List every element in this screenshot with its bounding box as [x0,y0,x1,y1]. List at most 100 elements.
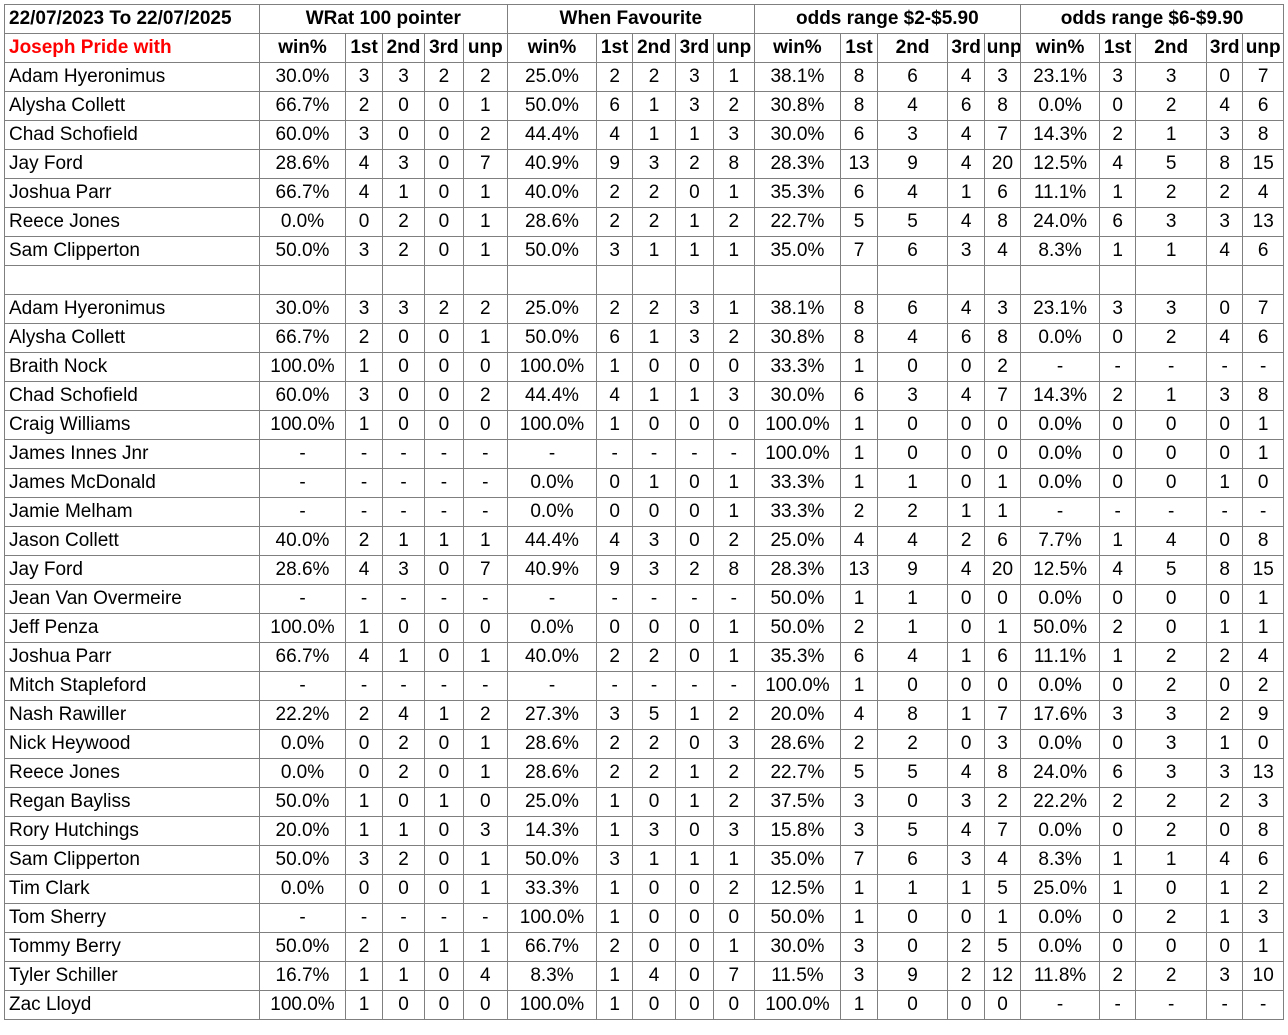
stat-cell[interactable]: 2 [1242,671,1284,701]
stat-cell[interactable]: 6 [1098,758,1137,788]
stat-cell[interactable]: 3 [345,294,383,324]
stat-cell[interactable]: 3 [595,700,634,730]
stat-cell[interactable]: 1 [840,874,878,904]
stat-cell[interactable]: 2 [595,729,634,759]
empty-cell[interactable] [507,265,597,295]
stat-cell[interactable]: 4 [840,700,878,730]
stat-cell[interactable]: 4 [876,91,949,121]
stat-cell[interactable]: 2 [713,874,755,904]
stat-cell[interactable]: 50.0% [258,845,347,875]
jockey-name-cell[interactable]: Zac Lloyd [4,990,260,1020]
stat-cell[interactable]: 8 [840,62,878,92]
stat-cell[interactable]: 1 [595,990,634,1020]
stat-cell[interactable]: 4 [1242,642,1284,672]
stat-cell[interactable]: 8 [876,700,949,730]
stat-cell[interactable]: 2 [876,729,949,759]
stat-cell[interactable]: - [345,903,383,933]
stat-cell[interactable]: 1 [876,468,949,498]
stat-cell[interactable]: 13 [1242,207,1284,237]
stat-cell[interactable]: 24.0% [1020,758,1100,788]
jockey-name-cell[interactable]: Jay Ford [4,149,260,179]
jockey-name-cell[interactable]: James McDonald [4,468,260,498]
stat-cell[interactable]: 0 [876,410,949,440]
stat-cell[interactable]: 100.0% [753,439,842,469]
stat-cell[interactable]: 0 [947,613,985,643]
stat-cell[interactable]: 0 [424,120,464,150]
stat-cell[interactable]: 0 [345,758,383,788]
stat-cell[interactable]: 20.0% [753,700,842,730]
stat-cell[interactable]: 3 [840,816,878,846]
stat-cell[interactable]: 4 [381,700,426,730]
stat-cell[interactable]: 8 [983,323,1022,353]
stat-cell[interactable]: 1 [462,758,509,788]
stat-cell[interactable]: 28.6% [753,729,842,759]
stat-cell[interactable]: 4 [595,526,634,556]
stat-cell[interactable]: - [462,671,509,701]
stat-cell[interactable]: 100.0% [507,352,597,382]
stat-cell[interactable]: 3 [947,236,985,266]
stat-cell[interactable]: 1 [424,526,464,556]
jockey-name-cell[interactable]: Nick Heywood [4,729,260,759]
stat-cell[interactable]: 2 [595,642,634,672]
col-header-2nd[interactable]: 2nd [381,33,426,63]
col-header-3rd[interactable]: 3rd [947,33,985,63]
stat-cell[interactable]: 1 [674,787,715,817]
stat-cell[interactable]: 13 [1242,758,1284,788]
stat-cell[interactable]: - [424,439,464,469]
empty-cell[interactable] [753,265,842,295]
stat-cell[interactable]: 1 [462,729,509,759]
stat-cell[interactable]: 50.0% [753,903,842,933]
stat-cell[interactable]: 2 [345,91,383,121]
stat-cell[interactable]: 4 [947,207,985,237]
stat-cell[interactable]: 1 [674,381,715,411]
stat-cell[interactable]: 0 [674,990,715,1020]
stat-cell[interactable]: 0 [632,787,676,817]
stat-cell[interactable]: 2 [947,961,985,991]
stat-cell[interactable]: 22.7% [753,758,842,788]
empty-cell[interactable] [595,265,634,295]
stat-cell[interactable]: 4 [595,381,634,411]
stat-cell[interactable]: 0 [674,468,715,498]
stat-cell[interactable]: 24.0% [1020,207,1100,237]
empty-cell[interactable] [840,265,878,295]
stat-cell[interactable]: 2 [381,729,426,759]
stat-cell[interactable]: 25.0% [507,294,597,324]
stat-cell[interactable]: 4 [1206,845,1244,875]
jockey-name-cell[interactable]: Reece Jones [4,758,260,788]
stat-cell[interactable]: 0 [632,410,676,440]
stat-cell[interactable]: 0 [947,903,985,933]
stat-cell[interactable]: 4 [876,526,949,556]
stat-cell[interactable]: - [424,671,464,701]
stat-cell[interactable]: 2 [674,555,715,585]
stat-cell[interactable]: 4 [876,323,949,353]
stat-cell[interactable]: 14.3% [1020,120,1100,150]
stat-cell[interactable]: 9 [876,961,949,991]
stat-cell[interactable]: 1 [462,323,509,353]
stat-cell[interactable]: 1 [345,410,383,440]
stat-cell[interactable]: 5 [1135,555,1208,585]
stat-cell[interactable]: 30.0% [258,62,347,92]
stat-cell[interactable]: 2 [462,381,509,411]
stat-cell[interactable]: 1 [632,323,676,353]
stat-cell[interactable]: 3 [840,787,878,817]
stat-cell[interactable]: 3 [345,381,383,411]
stat-cell[interactable]: 4 [947,816,985,846]
stat-cell[interactable]: 3 [674,294,715,324]
stat-cell[interactable]: 0 [424,555,464,585]
stat-cell[interactable]: 0 [1135,613,1208,643]
stat-cell[interactable]: 7 [983,700,1022,730]
stat-cell[interactable]: 0 [674,352,715,382]
stat-cell[interactable]: 1 [632,236,676,266]
stat-cell[interactable]: 4 [1206,91,1244,121]
stat-cell[interactable]: 0 [1098,729,1137,759]
stat-cell[interactable]: 4 [345,555,383,585]
stat-cell[interactable]: 0 [947,352,985,382]
stat-cell[interactable]: 7 [983,816,1022,846]
stat-cell[interactable]: 8.3% [1020,236,1100,266]
stat-cell[interactable]: - [1020,352,1100,382]
stat-cell[interactable]: 2 [1206,642,1244,672]
stat-cell[interactable]: 2 [1098,381,1137,411]
group-header-odds-2-5[interactable]: odds range $2-$5.90 [753,4,1022,34]
stat-cell[interactable]: 2 [632,758,676,788]
stat-cell[interactable]: 0 [381,323,426,353]
